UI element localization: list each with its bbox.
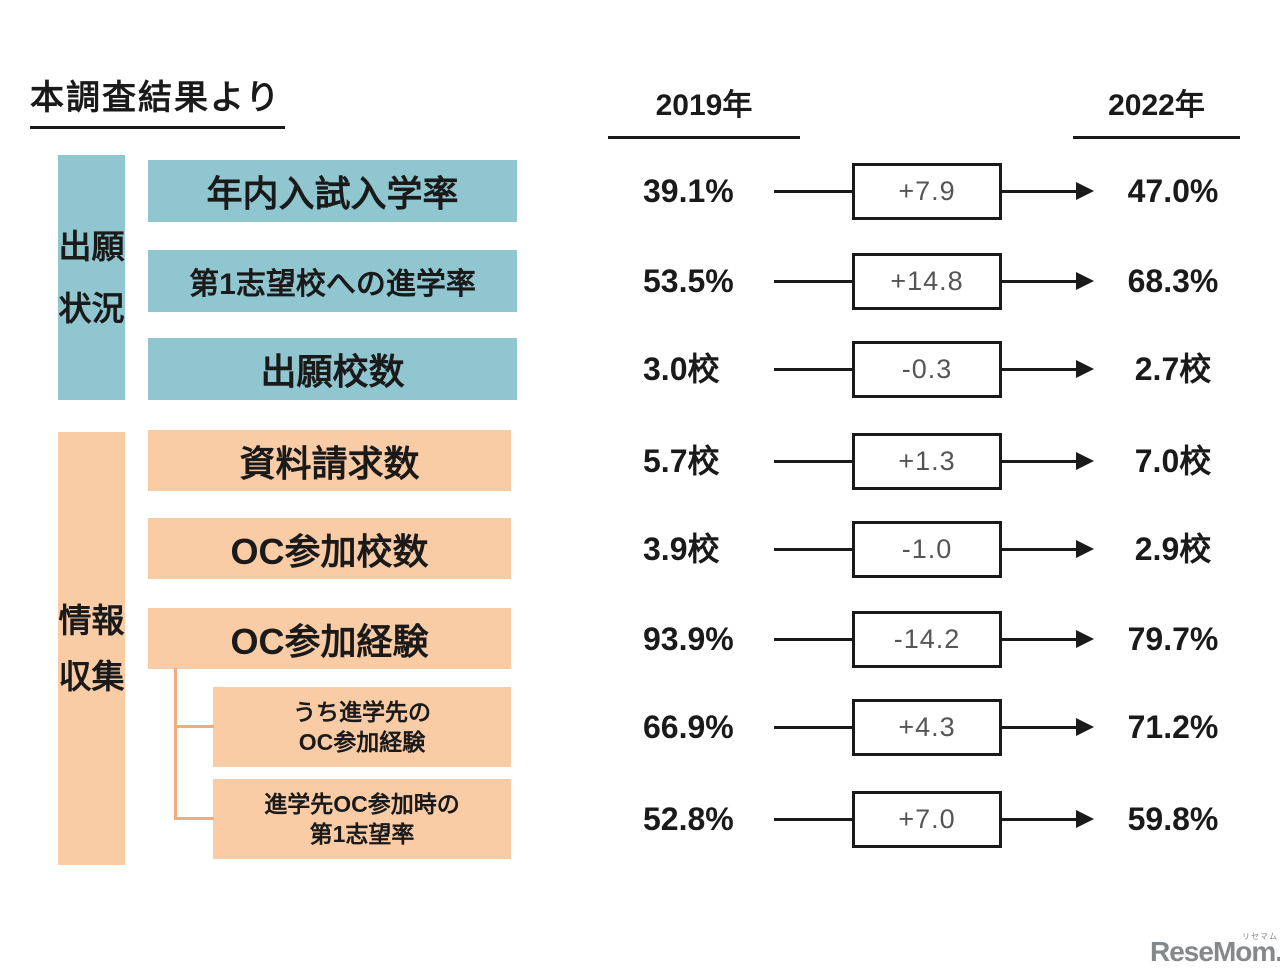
metric-label: 第1志望校への進学率 [189, 268, 476, 301]
metric-label-box: 資料請求数 [148, 430, 511, 491]
group-label-application-status: 出願状況 [58, 155, 125, 400]
arrow-head-icon [1076, 630, 1094, 648]
column-header-2019: 2019年 [608, 80, 800, 139]
data-row-sub: 進学先OC参加時の 第1志望率 52.8% +7.0 59.8% [0, 774, 1280, 864]
metric-label-box: 第1志望校への進学率 [148, 250, 517, 312]
value-2019: 93.9% [643, 621, 734, 657]
logo-text: ReseMom. [1150, 936, 1280, 967]
arrow-line [1002, 190, 1078, 193]
arrow-head-icon [1076, 182, 1094, 200]
value-2019: 39.1% [643, 173, 734, 209]
metric-label: OC参加校数 [230, 530, 429, 572]
metric-label: 出願校数 [260, 351, 405, 392]
change-box: +14.8 [852, 253, 1002, 310]
data-row: 第1志望校への進学率 53.5% +14.8 68.3% [0, 236, 1280, 326]
arrow-head-icon [1076, 810, 1094, 828]
connector-line [774, 460, 852, 463]
value-2019: 53.5% [643, 263, 734, 299]
connector-line [774, 638, 852, 641]
value-2022: 47.0% [1127, 173, 1219, 209]
change-value: -1.0 [901, 534, 953, 564]
value-2019: 66.9% [643, 709, 734, 745]
metric-label-box: OC参加校数 [148, 518, 511, 579]
data-row: 資料請求数 5.7校 +1.3 7.0校 [0, 416, 1280, 506]
connector-line [774, 280, 852, 283]
metric-label-line2: OC参加経験 [298, 729, 426, 755]
change-box: +1.3 [852, 433, 1002, 490]
value-2022: 71.2% [1127, 709, 1219, 745]
arrow-head-icon [1076, 360, 1094, 378]
connector-line [774, 548, 852, 551]
value-2019: 5.7校 [643, 443, 720, 479]
metric-label-box: 出願校数 [148, 338, 517, 400]
change-value: -0.3 [901, 354, 953, 384]
data-row: 出願校数 3.0校 -0.3 2.7校 [0, 324, 1280, 414]
metric-label-box: 年内入試入学率 [148, 160, 517, 222]
change-box: +7.9 [852, 163, 1002, 220]
data-row: 年内入試入学率 39.1% +7.9 47.0% [0, 146, 1280, 236]
metric-label-box: OC参加経験 [148, 608, 511, 669]
arrow-head-icon [1076, 452, 1094, 470]
group-label-text: 情報収集 [58, 601, 125, 695]
page-title: 本調査結果より [30, 70, 286, 129]
group-label-information-gathering: 情報収集 [58, 432, 125, 865]
arrow-line [1002, 460, 1078, 463]
arrow-head-icon [1076, 540, 1094, 558]
arrow-line [1002, 726, 1078, 729]
change-value: +1.3 [898, 446, 956, 476]
value-2022: 68.3% [1127, 263, 1219, 299]
value-2022: 79.7% [1127, 621, 1219, 657]
metric-label-box: 進学先OC参加時の 第1志望率 [213, 779, 511, 859]
change-value: -14.2 [893, 624, 961, 654]
data-row: OC参加校数 3.9校 -1.0 2.9校 [0, 504, 1280, 594]
arrow-line [1002, 368, 1078, 371]
value-2022: 2.7校 [1134, 351, 1212, 387]
connector-line [774, 190, 852, 193]
value-2022: 7.0校 [1134, 443, 1212, 479]
tree-connector-vertical [174, 668, 177, 820]
metric-label-box: うち進学先の OC参加経験 [213, 687, 511, 767]
arrow-line [1002, 638, 1078, 641]
metric-label: 資料請求数 [239, 442, 420, 484]
change-box: -14.2 [852, 611, 1002, 668]
value-2022: 59.8% [1127, 801, 1219, 837]
arrow-head-icon [1076, 272, 1094, 290]
value-2019: 52.8% [643, 801, 734, 837]
tree-connector-branch-2 [174, 817, 214, 820]
metric-label: 年内入試入学率 [206, 173, 459, 214]
metric-label-line2: 第1志望率 [309, 821, 415, 847]
change-box: -1.0 [852, 521, 1002, 578]
change-value: +7.0 [898, 804, 956, 834]
value-2022: 2.9校 [1134, 531, 1212, 567]
value-2019: 3.0校 [643, 351, 720, 387]
change-box: +4.3 [852, 699, 1002, 756]
resemom-logo: リセマム ReseMom. [1150, 932, 1280, 968]
change-value: +7.9 [898, 176, 956, 206]
change-box: +7.0 [852, 791, 1002, 848]
metric-label-line1: 進学先OC参加時の [264, 791, 460, 817]
metric-label-line1: うち進学先の [293, 699, 431, 725]
tree-connector-branch-1 [174, 725, 214, 728]
change-value: +4.3 [898, 712, 956, 742]
group-label-text: 出願状況 [58, 227, 125, 327]
value-2019: 3.9校 [643, 531, 720, 567]
connector-line [774, 368, 852, 371]
arrow-line [1002, 548, 1078, 551]
metric-label: OC参加経験 [230, 620, 429, 662]
connector-line [774, 726, 852, 729]
data-row-sub: うち進学先の OC参加経験 66.9% +4.3 71.2% [0, 682, 1280, 772]
data-row: OC参加経験 93.9% -14.2 79.7% [0, 594, 1280, 684]
change-value: +14.8 [890, 266, 964, 296]
change-box: -0.3 [852, 341, 1002, 398]
arrow-head-icon [1076, 718, 1094, 736]
column-header-2022: 2022年 [1073, 80, 1240, 139]
arrow-line [1002, 280, 1078, 283]
connector-line [774, 818, 852, 821]
logo-ruby-text: リセマム [1242, 932, 1279, 941]
arrow-line [1002, 818, 1078, 821]
